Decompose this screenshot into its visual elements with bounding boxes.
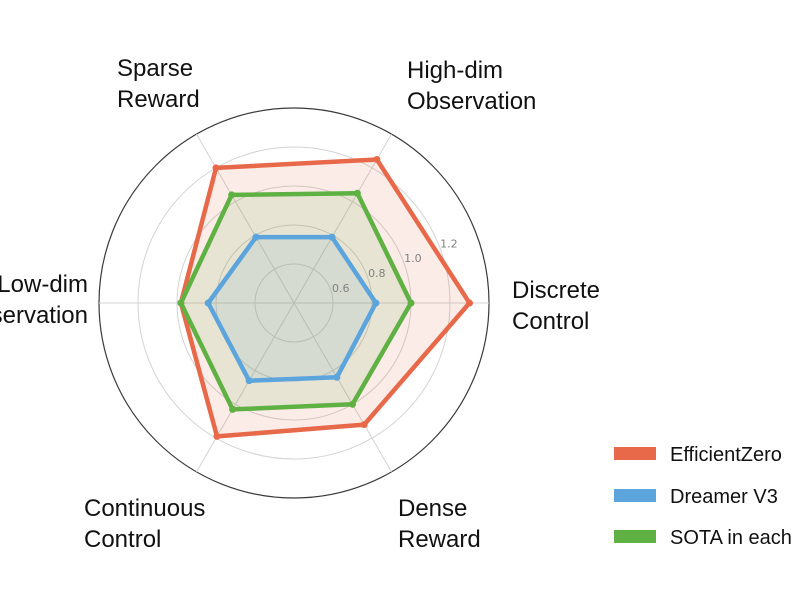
- legend-swatch: [614, 489, 656, 502]
- series-point: [328, 233, 336, 241]
- axis-label: Dense Reward: [398, 495, 481, 553]
- radar-grid: [98, 107, 490, 499]
- series-point: [373, 155, 381, 163]
- radial-tick-label: 1.0: [404, 252, 422, 265]
- axis-label-line: Low-dim: [0, 271, 88, 298]
- spoke: [196, 133, 295, 304]
- series-point: [353, 189, 361, 197]
- series-point: [228, 191, 236, 199]
- series-point: [349, 400, 356, 408]
- legend-swatch: [614, 447, 656, 460]
- radial-tick-label: 1.2: [440, 237, 458, 250]
- axis-label-line: Discrete: [512, 277, 600, 304]
- legend-label: SOTA in each: [670, 527, 792, 549]
- series-point: [213, 432, 221, 440]
- radial-tick-label: 0.6: [332, 282, 350, 295]
- axis-label-line: Control: [512, 308, 589, 335]
- radial-tick-label: 0.8: [368, 267, 386, 280]
- axis-label-line: Observation: [407, 88, 536, 115]
- axis-label-line: Control: [84, 526, 161, 553]
- series-point: [252, 233, 260, 241]
- series-point: [333, 373, 341, 381]
- series-point: [204, 299, 212, 307]
- series-point: [372, 299, 380, 307]
- series-point: [466, 299, 473, 307]
- axis-labels: Discrete Control High-dim Observation Sparse…: [0, 55, 600, 553]
- series-point: [245, 377, 253, 385]
- series-point: [229, 405, 237, 413]
- axis-label: Continuous Control: [84, 495, 205, 553]
- series-area: [180, 159, 470, 437]
- radial-tick-labels: 0.6 0.8 1.0 1.2: [332, 237, 458, 295]
- axis-label: Discrete Control: [512, 277, 600, 335]
- axis-label-line: Reward: [398, 526, 481, 553]
- axis-label: High-dim Observation: [407, 57, 536, 115]
- axis-label-line: Dense: [398, 495, 467, 522]
- legend-swatch: [614, 530, 656, 543]
- axis-label-line: Reward: [117, 86, 200, 113]
- series-point: [177, 299, 185, 307]
- axis-label-line: Continuous: [84, 495, 205, 522]
- axis-label-line: Sparse: [117, 55, 193, 82]
- series-area: [180, 193, 411, 410]
- legend-label: EfficientZero: [670, 444, 782, 466]
- axis-label: Low-dim Observation: [0, 271, 88, 329]
- legend: EfficientZero Dreamer V3 SOTA in each: [614, 444, 792, 549]
- series-point: [407, 299, 415, 307]
- series-fills: [180, 159, 470, 437]
- axis-label: Sparse Reward: [117, 55, 200, 113]
- series-lines: [177, 155, 473, 440]
- axis-label-line: High-dim: [407, 57, 503, 84]
- series-area: [208, 237, 376, 381]
- legend-label: Dreamer V3: [670, 486, 778, 508]
- spoke: [196, 302, 295, 473]
- axis-label-line: Observation: [0, 302, 88, 329]
- spoke: [293, 302, 392, 473]
- series-point: [212, 164, 220, 172]
- series-point: [360, 421, 368, 429]
